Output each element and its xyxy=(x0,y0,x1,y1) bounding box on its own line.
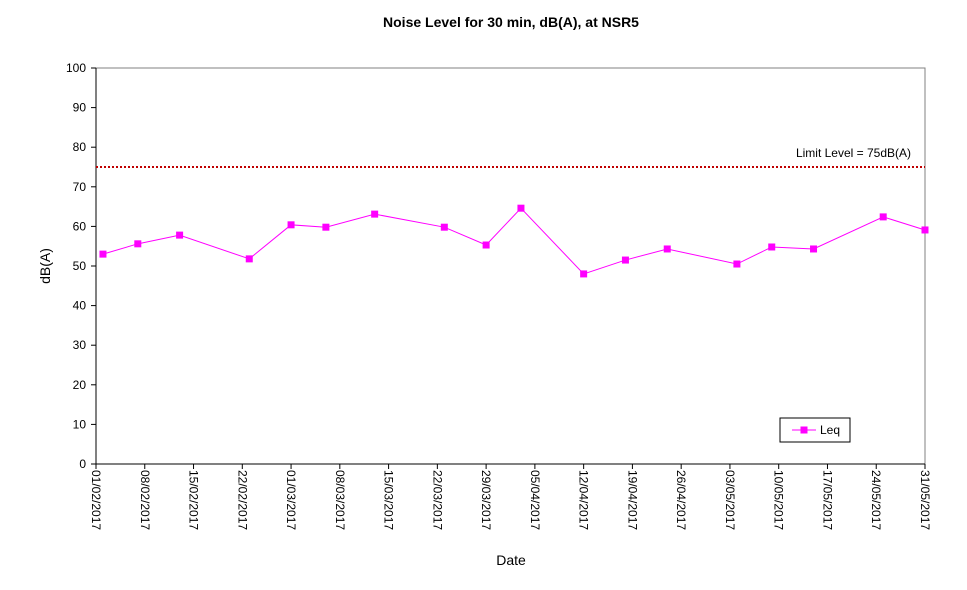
legend-label: Leq xyxy=(820,423,840,437)
data-point xyxy=(580,270,588,278)
data-point xyxy=(134,240,142,248)
y-tick-label: 90 xyxy=(73,101,87,115)
data-point xyxy=(517,204,525,212)
x-tick-label: 24/05/2017 xyxy=(869,470,883,530)
data-point xyxy=(176,231,184,239)
data-point xyxy=(768,243,776,251)
x-tick-label: 15/02/2017 xyxy=(187,470,201,530)
data-point xyxy=(371,210,379,218)
x-tick-label: 01/03/2017 xyxy=(284,470,298,530)
data-point xyxy=(621,256,629,264)
y-tick-label: 40 xyxy=(73,299,87,313)
data-point xyxy=(482,241,490,249)
data-point xyxy=(322,223,330,231)
x-tick-label: 05/04/2017 xyxy=(528,470,542,530)
x-tick-label: 03/05/2017 xyxy=(723,470,737,530)
x-tick-label: 26/04/2017 xyxy=(674,470,688,530)
y-tick-label: 100 xyxy=(66,61,86,75)
data-point xyxy=(245,255,253,263)
data-point xyxy=(663,245,671,253)
data-point xyxy=(440,223,448,231)
data-point xyxy=(99,250,107,258)
y-tick-label: 70 xyxy=(73,180,87,194)
x-tick-label: 31/05/2017 xyxy=(918,470,932,530)
limit-label: Limit Level = 75dB(A) xyxy=(796,146,911,160)
x-tick-label: 22/02/2017 xyxy=(235,470,249,530)
y-axis-title: dB(A) xyxy=(37,248,53,284)
y-tick-label: 20 xyxy=(73,378,87,392)
legend-marker xyxy=(800,426,808,434)
x-tick-label: 19/04/2017 xyxy=(625,470,639,530)
data-point xyxy=(921,226,929,234)
x-tick-label: 01/02/2017 xyxy=(89,470,103,530)
y-tick-label: 60 xyxy=(73,219,87,233)
data-point xyxy=(287,221,295,229)
data-point xyxy=(879,213,887,221)
x-tick-label: 12/04/2017 xyxy=(577,470,591,530)
y-tick-label: 30 xyxy=(73,338,87,352)
x-tick-label: 17/05/2017 xyxy=(820,470,834,530)
y-tick-label: 0 xyxy=(79,457,86,471)
chart-title: Noise Level for 30 min, dB(A), at NSR5 xyxy=(383,14,639,30)
x-tick-label: 08/02/2017 xyxy=(138,470,152,530)
x-axis-title: Date xyxy=(496,552,526,568)
y-tick-label: 50 xyxy=(73,259,87,273)
x-tick-label: 22/03/2017 xyxy=(430,470,444,530)
x-tick-label: 15/03/2017 xyxy=(382,470,396,530)
y-tick-label: 10 xyxy=(73,417,87,431)
data-point xyxy=(733,260,741,268)
data-point xyxy=(810,245,818,253)
series-line xyxy=(102,207,926,275)
x-tick-label: 10/05/2017 xyxy=(772,470,786,530)
x-tick-label: 08/03/2017 xyxy=(333,470,347,530)
x-tick-label: 29/03/2017 xyxy=(479,470,493,530)
y-tick-label: 80 xyxy=(73,140,87,154)
